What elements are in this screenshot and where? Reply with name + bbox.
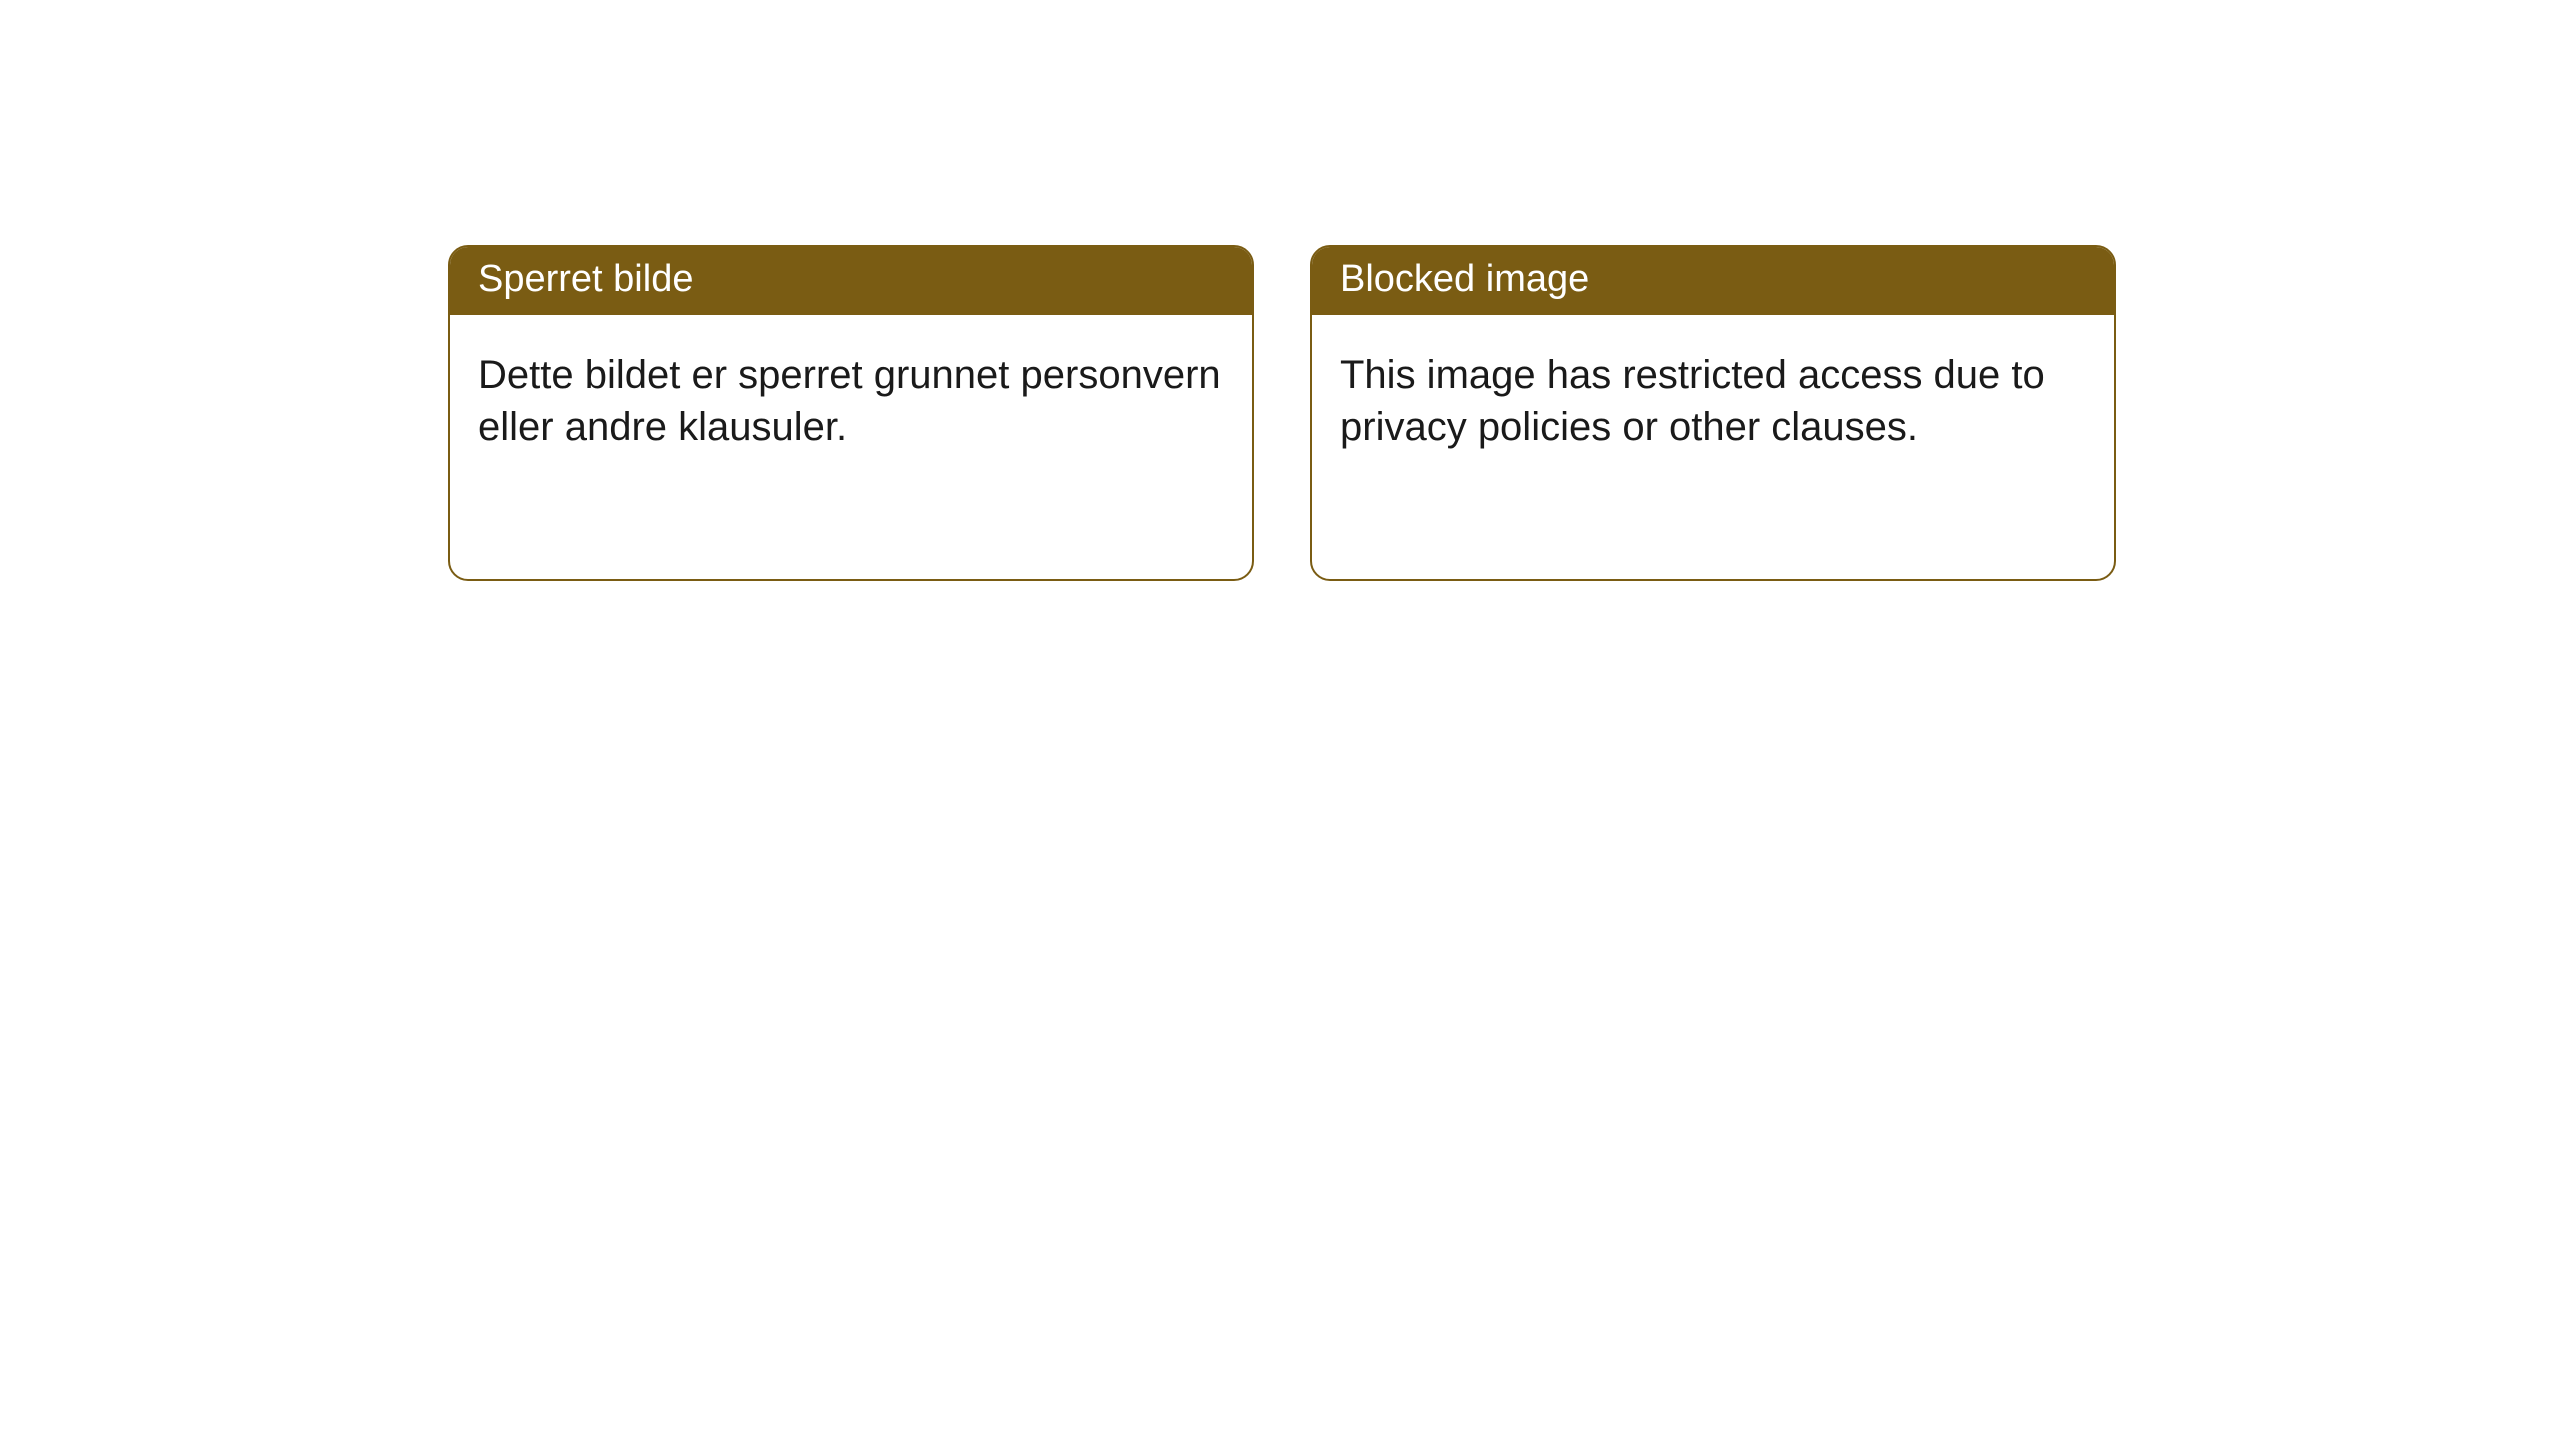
notice-cards-container: Sperret bilde Dette bildet er sperret gr… — [0, 0, 2560, 581]
card-title-english: Blocked image — [1340, 258, 1589, 300]
card-title-norwegian: Sperret bilde — [478, 258, 693, 300]
card-body-norwegian: Dette bildet er sperret grunnet personve… — [450, 315, 1252, 473]
card-text-norwegian: Dette bildet er sperret grunnet personve… — [478, 353, 1221, 449]
card-header-english: Blocked image — [1312, 247, 2114, 315]
card-body-english: This image has restricted access due to … — [1312, 315, 2114, 473]
blocked-image-card-norwegian: Sperret bilde Dette bildet er sperret gr… — [448, 245, 1254, 581]
card-text-english: This image has restricted access due to … — [1340, 353, 2045, 449]
card-header-norwegian: Sperret bilde — [450, 247, 1252, 315]
blocked-image-card-english: Blocked image This image has restricted … — [1310, 245, 2116, 581]
